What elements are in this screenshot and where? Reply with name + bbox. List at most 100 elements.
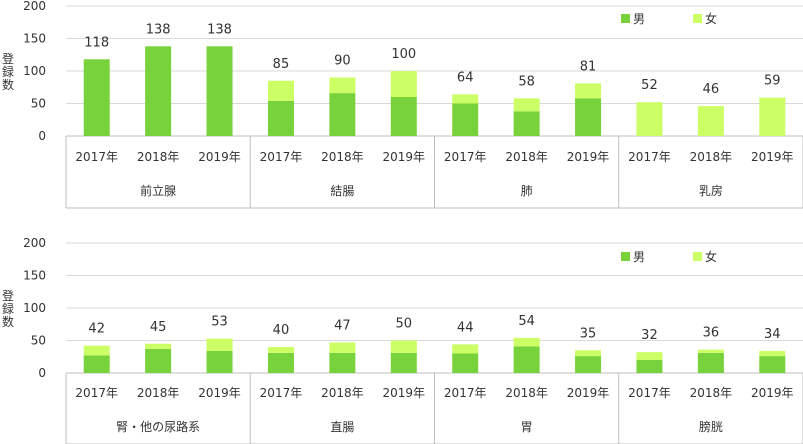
year-tick-label: 2019年: [198, 386, 241, 400]
bar-male: [636, 360, 663, 373]
legend-male-swatch: [621, 14, 630, 23]
bar-female: [83, 345, 110, 356]
bar-male: [83, 59, 110, 136]
bar-male: [267, 100, 294, 136]
y-tick-label: 0: [38, 366, 46, 380]
bar-female: [145, 343, 172, 349]
data-label: 54: [518, 314, 535, 329]
data-label: 118: [84, 35, 109, 50]
bar-female: [329, 77, 356, 94]
year-tick-label: 2019年: [751, 150, 794, 164]
year-tick-label: 2017年: [444, 386, 487, 400]
y-tick-label: 150: [23, 32, 46, 46]
data-label: 45: [150, 320, 167, 335]
legend-female-swatch: [693, 252, 702, 261]
legend-male-label: 男: [633, 250, 645, 264]
legend-male-swatch: [621, 252, 630, 261]
data-label: 138: [146, 22, 171, 37]
year-tick-label: 2019年: [383, 150, 426, 164]
bar-female: [513, 98, 540, 112]
year-tick-label: 2017年: [75, 386, 118, 400]
bar-female: [636, 352, 663, 360]
bar-female: [390, 340, 417, 353]
year-tick-label: 2019年: [567, 386, 610, 400]
data-label: 85: [273, 57, 290, 72]
year-tick-label: 2019年: [567, 150, 610, 164]
data-label: 100: [391, 47, 416, 62]
bar-female: [452, 344, 479, 354]
data-label: 36: [703, 326, 720, 341]
bar-male: [145, 348, 172, 373]
bar-male: [759, 356, 786, 373]
category-label: 乳房: [699, 183, 723, 198]
bar-female: [390, 71, 417, 97]
y-axis-label: 登: [2, 51, 14, 66]
legend-female-label: 女: [705, 11, 717, 26]
year-tick-label: 2019年: [751, 386, 794, 400]
bar-male: [390, 97, 417, 136]
year-tick-label: 2018年: [321, 386, 364, 400]
year-tick-label: 2018年: [505, 386, 548, 400]
year-tick-label: 2017年: [260, 386, 303, 400]
data-label: 46: [703, 82, 720, 97]
legend-female-swatch: [693, 14, 702, 23]
data-label: 34: [764, 327, 781, 342]
bar-female: [329, 342, 356, 353]
data-label: 32: [641, 328, 658, 343]
bar-female: [206, 338, 233, 351]
year-tick-label: 2017年: [628, 150, 671, 164]
year-tick-label: 2019年: [383, 386, 426, 400]
category-label: 胃: [521, 420, 533, 434]
y-tick-label: 200: [23, 0, 46, 13]
y-axis-label: 録: [2, 301, 14, 316]
bar-female: [697, 349, 724, 353]
bar-female: [759, 350, 786, 357]
data-label: 47: [334, 318, 351, 333]
data-label: 90: [334, 54, 351, 69]
bar-female: [575, 350, 602, 357]
bar-female: [452, 94, 479, 104]
data-label: 138: [207, 22, 232, 37]
y-tick-label: 200: [23, 236, 46, 250]
category-label: 前立腺: [140, 183, 176, 198]
data-label: 40: [273, 323, 290, 338]
year-tick-label: 2018年: [690, 150, 733, 164]
category-label: 腎・他の尿路系: [116, 419, 200, 434]
y-tick-label: 50: [31, 97, 46, 111]
category-label: 膀胱: [699, 419, 723, 434]
y-axis-label: 登: [2, 288, 14, 303]
y-tick-label: 100: [23, 64, 46, 78]
y-axis-label: 録: [2, 64, 14, 79]
data-label: 64: [457, 70, 474, 85]
bar-male: [145, 46, 172, 136]
bar-female: [575, 83, 602, 99]
year-tick-label: 2019年: [198, 150, 241, 164]
data-label: 52: [641, 78, 658, 93]
bar-male: [206, 350, 233, 373]
category-label: 結腸: [330, 184, 354, 198]
data-label: 35: [580, 326, 597, 341]
legend-female-label: 女: [705, 249, 717, 264]
bar-female: [697, 106, 724, 136]
bar-male: [206, 46, 233, 136]
y-tick-label: 0: [38, 129, 46, 143]
bar-male: [329, 352, 356, 373]
bar-female: [267, 347, 294, 353]
year-tick-label: 2017年: [444, 150, 487, 164]
data-label: 59: [764, 74, 781, 89]
y-axis-label: 数: [2, 77, 14, 92]
data-label: 81: [580, 59, 597, 74]
bar-male: [83, 355, 110, 373]
bar-male: [267, 352, 294, 373]
bar-male: [513, 346, 540, 373]
bar-female: [267, 80, 294, 101]
bar-male: [452, 353, 479, 373]
y-tick-label: 150: [23, 269, 46, 283]
y-axis-label: 数: [2, 314, 14, 329]
bar-male: [513, 111, 540, 136]
year-tick-label: 2018年: [505, 150, 548, 164]
data-label: 50: [396, 317, 413, 332]
bar-male: [390, 352, 417, 373]
bar-male: [329, 93, 356, 136]
